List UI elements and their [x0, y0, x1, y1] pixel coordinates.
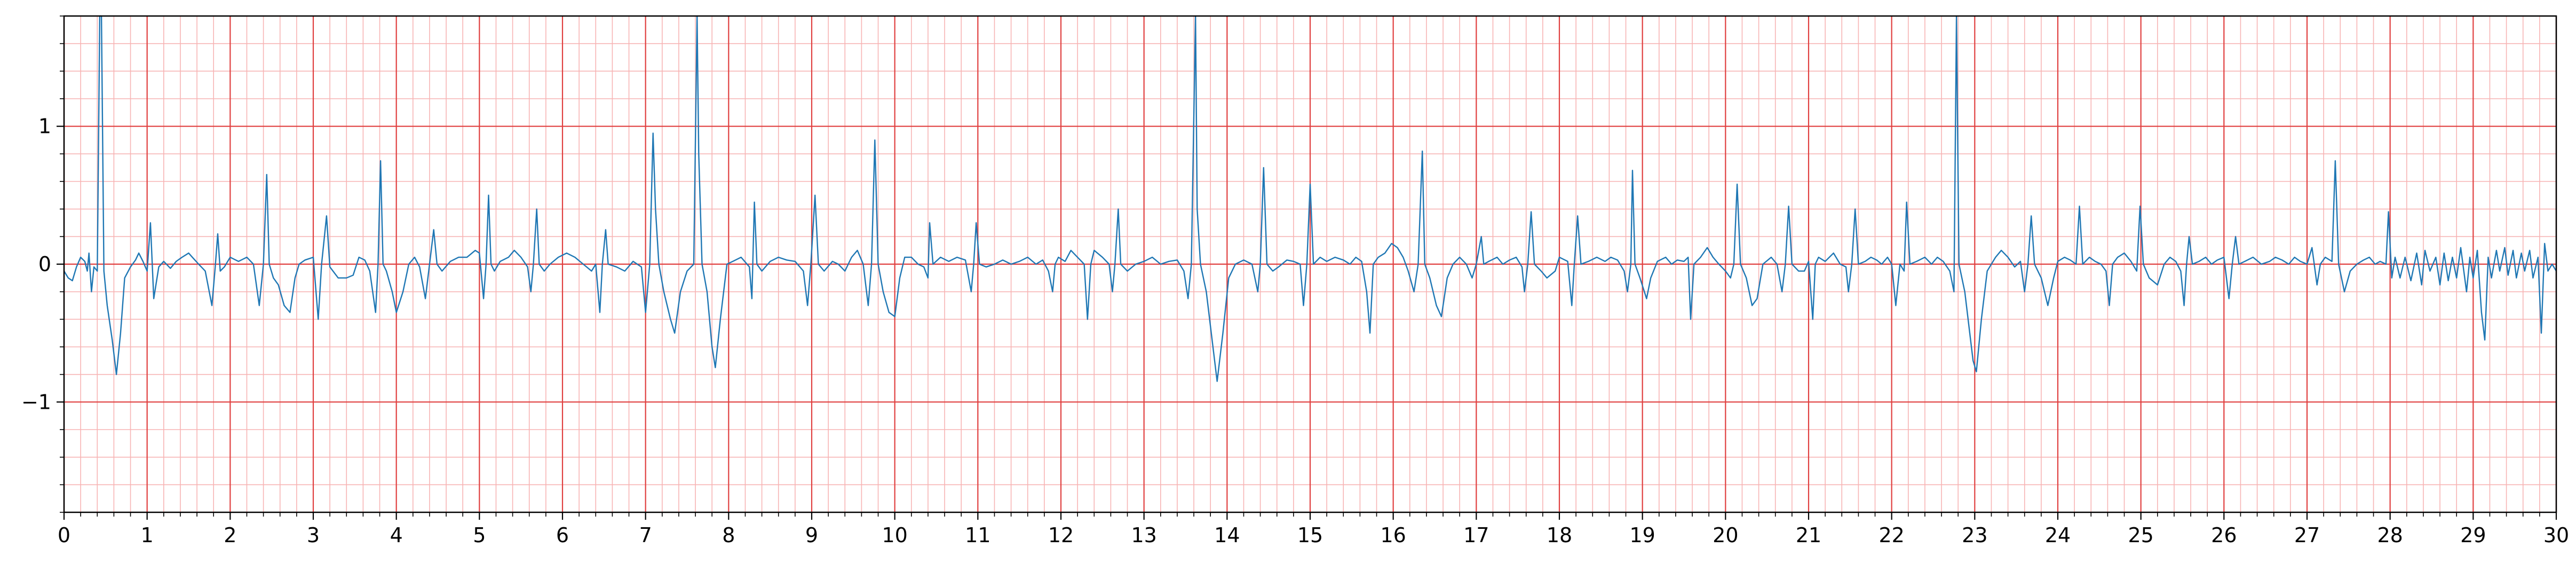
x-tick-label: 22 [1879, 524, 1904, 547]
x-tick-label: 19 [1629, 524, 1655, 547]
x-tick-label: 4 [390, 524, 403, 547]
x-tick-label: 27 [2294, 524, 2320, 547]
x-axis: 0 1 2 3 4 5 6 7 8 9 10 11 12 13 14 15 16 17 18 19 20 21 22 23 24… [58, 512, 2569, 547]
x-tick-label: 10 [882, 524, 907, 547]
x-tick-label: 16 [1380, 524, 1406, 547]
x-tick-label: 2 [224, 524, 236, 547]
x-tick-label: 21 [1796, 524, 1821, 547]
major-grid [63, 16, 2557, 512]
x-tick-label: 14 [1214, 524, 1240, 547]
x-tick-label: 9 [805, 524, 818, 547]
x-tick-label: 11 [965, 524, 990, 547]
x-tick-label: 13 [1131, 524, 1156, 547]
x-tick-label: 15 [1297, 524, 1323, 547]
x-tick-label: 8 [722, 524, 735, 547]
x-tick-label: 7 [639, 524, 652, 547]
x-tick-label: 18 [1547, 524, 1572, 547]
y-tick-label: 1 [38, 115, 51, 138]
x-tick-label: 28 [2377, 524, 2403, 547]
x-tick-label: 25 [2128, 524, 2153, 547]
x-tick-label: 1 [141, 524, 154, 547]
y-tick-label: 0 [38, 252, 51, 276]
x-tick-label: 29 [2460, 524, 2486, 547]
x-tick-label: 17 [1463, 524, 1489, 547]
y-axis: −1 0 1 [21, 15, 64, 513]
x-tick-label: 0 [58, 524, 70, 547]
x-tick-label: 26 [2211, 524, 2237, 547]
x-tick-label: 12 [1048, 524, 1074, 547]
x-tick-label: 20 [1713, 524, 1738, 547]
y-tick-label: −1 [21, 390, 51, 414]
x-tick-label: 6 [556, 524, 569, 547]
ecg-trace-line [63, 15, 2557, 382]
x-tick-label: 3 [307, 524, 320, 547]
x-tick-label: 5 [473, 524, 486, 547]
x-tick-label: 24 [2045, 524, 2071, 547]
x-tick-label: 30 [2543, 524, 2569, 547]
series-layer [63, 15, 2557, 382]
x-tick-label: 23 [1962, 524, 1987, 547]
